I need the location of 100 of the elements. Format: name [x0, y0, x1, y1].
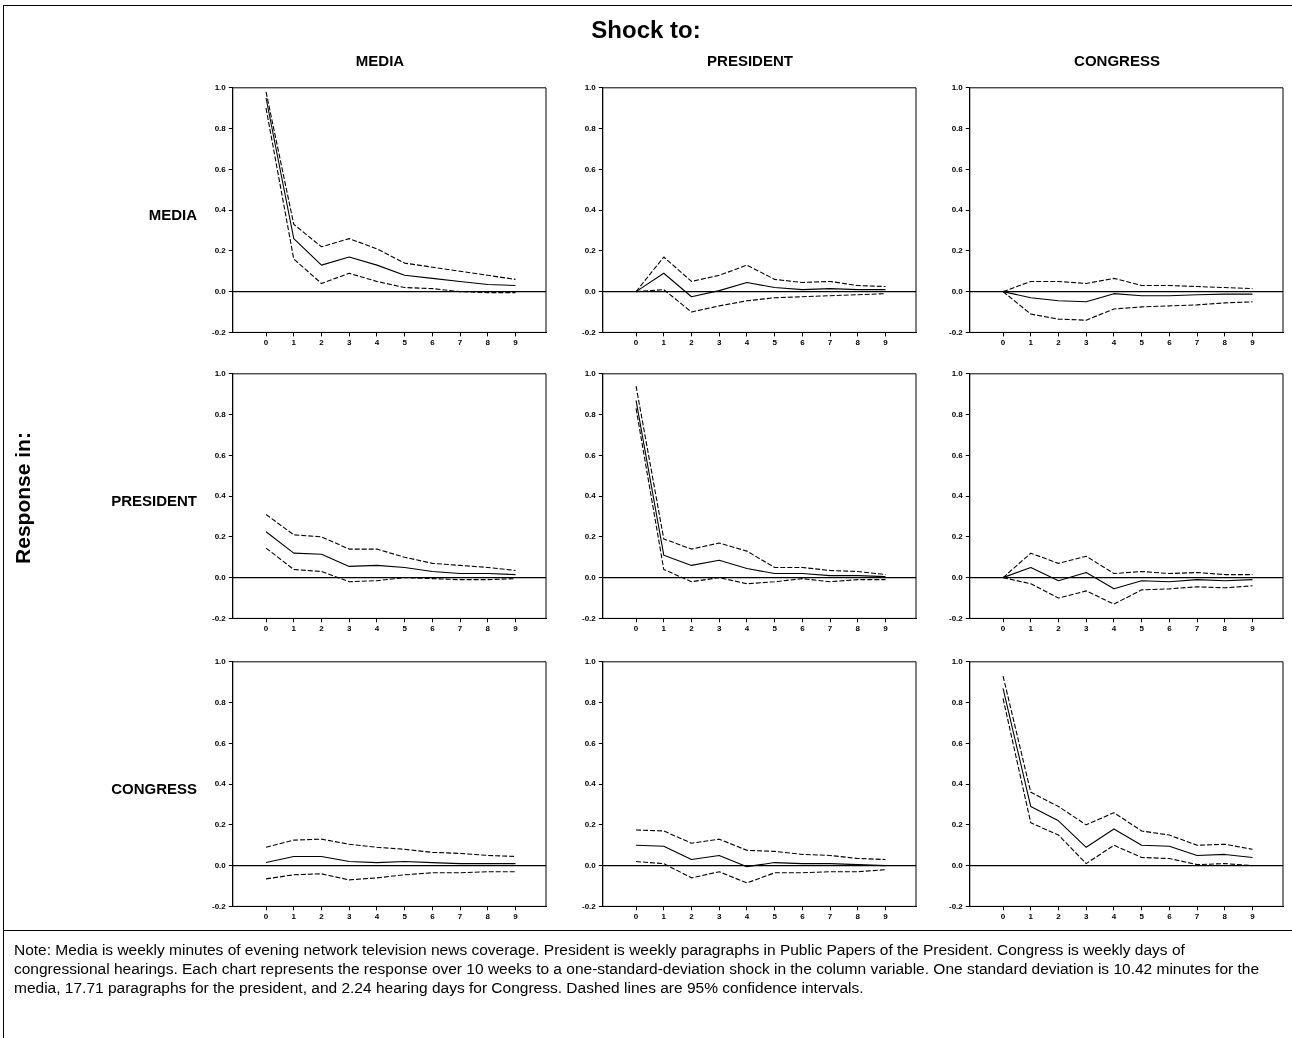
y-tick-label: 0.8 [951, 697, 964, 707]
x-tick-label: 9 [883, 912, 889, 922]
y-tick-label: -0.2 [581, 901, 597, 911]
x-tick-label: 3 [346, 624, 352, 634]
x-tick-label: 2 [1056, 338, 1062, 348]
x-tick-label: 5 [772, 624, 778, 634]
x-tick-label: 6 [800, 338, 806, 348]
x-tick-label: 6 [430, 912, 436, 922]
x-tick-label: 4 [374, 338, 380, 348]
x-tick-label: 1 [1028, 338, 1034, 348]
y-tick-label: 0.4 [951, 491, 964, 501]
x-tick-label: 5 [1139, 912, 1145, 922]
x-tick-label: 2 [1056, 624, 1062, 634]
x-tick-label: 5 [1139, 338, 1145, 348]
x-tick-label: 5 [402, 624, 408, 634]
y-tick-label: 1.0 [584, 657, 597, 666]
y-tick-label: 0.6 [584, 450, 597, 460]
y-tick-label: 0.2 [951, 532, 964, 542]
x-tick-label: 1 [1028, 624, 1034, 634]
x-tick-label: 2 [689, 912, 695, 922]
x-tick-label: 4 [744, 338, 750, 348]
x-tick-label: 8 [485, 624, 491, 634]
x-tick-label: 1 [1028, 912, 1034, 922]
y-tick-label: 1.0 [214, 83, 227, 92]
chart-title: MEDIA [354, 52, 406, 69]
x-tick-label: 2 [1056, 912, 1062, 922]
y-axis-title: PRESIDENT [111, 492, 197, 509]
y-axis-title: MEDIA [147, 206, 197, 223]
x-tick-label: 3 [346, 912, 352, 922]
y-tick-label: 0.8 [951, 409, 964, 419]
x-tick-label: 8 [1222, 912, 1228, 922]
y-tick-label: -0.2 [948, 901, 964, 911]
y-tick-label: -0.2 [948, 327, 964, 337]
y-tick-label: 0.4 [951, 779, 964, 789]
x-tick-label: 9 [513, 338, 519, 348]
x-tick-label: 2 [319, 338, 325, 348]
y-tick-label: 1.0 [951, 83, 964, 92]
x-tick-label: 7 [1194, 338, 1200, 348]
x-tick-label: 1 [661, 338, 667, 348]
x-tick-label: 1 [291, 912, 297, 922]
y-tick-label: 0.6 [951, 450, 964, 460]
x-tick-label: 9 [883, 624, 889, 634]
y-tick-label: 0.8 [584, 697, 597, 707]
x-tick-label: 4 [1111, 912, 1117, 922]
y-tick-label: 0.2 [951, 246, 964, 256]
y-tick-label: 0.6 [214, 738, 227, 748]
x-tick-label: 9 [1250, 338, 1256, 348]
y-tick-label: 0.2 [214, 532, 227, 542]
x-tick-label: 1 [291, 624, 297, 634]
y-tick-label: 0.6 [584, 164, 597, 174]
x-tick-label: 3 [1083, 912, 1089, 922]
y-tick-label: 0.2 [584, 820, 597, 830]
y-tick-label: 0.8 [584, 409, 597, 419]
x-tick-label: 3 [1083, 338, 1089, 348]
y-tick-label: 0.0 [584, 860, 597, 870]
y-tick-label: -0.2 [948, 613, 964, 623]
y-tick-label: 0.0 [951, 286, 964, 296]
x-tick-label: 3 [716, 912, 722, 922]
y-tick-label: 0.4 [584, 205, 597, 215]
y-axis-title: CONGRESS [110, 780, 197, 797]
x-tick-label: 8 [855, 912, 861, 922]
y-tick-label: 1.0 [951, 369, 964, 378]
x-tick-label: 3 [716, 624, 722, 634]
y-tick-label: 0.8 [214, 123, 227, 133]
x-tick-label: 6 [800, 912, 806, 922]
x-tick-label: 7 [827, 912, 833, 922]
x-tick-label: 6 [1167, 338, 1173, 348]
x-tick-label: 5 [772, 912, 778, 922]
x-tick-label: 7 [827, 338, 833, 348]
x-tick-label: 5 [402, 338, 408, 348]
x-tick-label: 7 [1194, 624, 1200, 634]
y-tick-label: 0.4 [951, 205, 964, 215]
y-tick-label: 1.0 [584, 369, 597, 378]
y-tick-label: 0.6 [951, 738, 964, 748]
y-tick-label: -0.2 [211, 901, 227, 911]
x-tick-label: 9 [513, 624, 519, 634]
x-tick-label: 8 [855, 624, 861, 634]
x-tick-label: 0 [633, 624, 639, 634]
x-tick-label: 9 [883, 338, 889, 348]
y-tick-label: 0.0 [584, 572, 597, 582]
y-tick-label: 0.4 [214, 491, 227, 501]
x-tick-label: 9 [1250, 912, 1256, 922]
x-tick-label: 6 [430, 624, 436, 634]
x-tick-label: 4 [374, 912, 380, 922]
x-tick-label: 4 [744, 624, 750, 634]
x-tick-label: 5 [402, 912, 408, 922]
y-tick-label: 0.0 [214, 572, 227, 582]
x-tick-label: 4 [374, 624, 380, 634]
y-tick-label: 0.0 [951, 860, 964, 870]
x-tick-label: 5 [1139, 624, 1145, 634]
x-tick-label: 8 [485, 912, 491, 922]
x-tick-label: 0 [263, 338, 269, 348]
x-tick-label: 6 [430, 338, 436, 348]
x-tick-label: 2 [319, 624, 325, 634]
y-tick-label: 0.4 [214, 205, 227, 215]
y-tick-label: -0.2 [211, 327, 227, 337]
x-tick-label: 2 [319, 912, 325, 922]
x-tick-label: 0 [1000, 338, 1006, 348]
x-tick-label: 0 [1000, 912, 1006, 922]
text: Note: Media is weekly minutes of evening network television news coverage. President is weekly paragraphs in Public Papers of the President. Congress is weekly days of congressional hearings. Each chart represents the response over 10 weeks to a one-standard-deviation shock in the column variable. One standard deviation is 10.42 minutes for the media, 17.71 paragraphs for the president, and 2.24 hearing days for Congress. Dashed lines are 95% confidence intervals. [14, 940, 1261, 997]
